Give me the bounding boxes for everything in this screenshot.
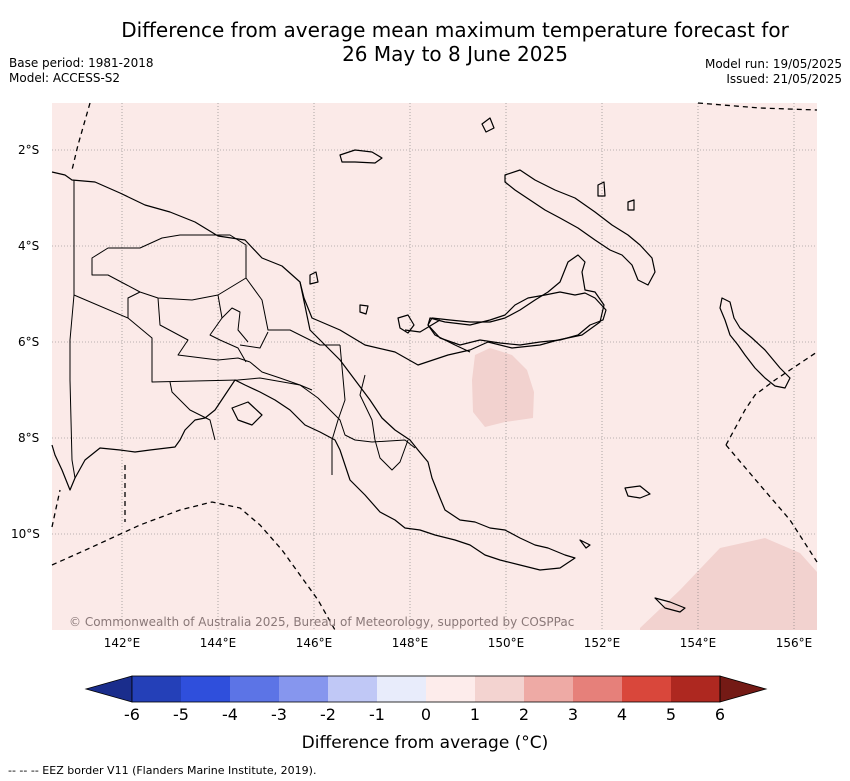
coastline-bougainville	[719, 297, 791, 389]
colorbar-segment	[181, 676, 230, 702]
base-period: Base period: 1981-2018	[9, 56, 154, 70]
colorbar-tick-label: 4	[616, 705, 628, 724]
lat-label: 8°S	[18, 431, 40, 445]
colorbar-segment	[573, 676, 622, 702]
lat-label: 4°S	[18, 239, 40, 253]
model-run: Model run: 19/05/2025	[704, 57, 842, 71]
coastline-new-guinea	[51, 171, 605, 366]
colorbar-segment	[671, 676, 720, 702]
title-line-2: 26 May to 8 June 2025	[342, 42, 568, 66]
boundaries	[69, 180, 416, 479]
lon-label: 150°E	[487, 636, 525, 650]
colorbar-tick-label: -5	[173, 705, 189, 724]
lon-label: 146°E	[295, 636, 333, 650]
lon-label: 156°E	[775, 636, 813, 650]
lon-label: 154°E	[679, 636, 717, 650]
coastline-new-ireland	[504, 169, 656, 286]
colorbar-segment	[279, 676, 328, 702]
colorbar-tick-label: -4	[222, 705, 238, 724]
colorbar-segment	[524, 676, 573, 702]
lat-label: 10°S	[11, 527, 40, 541]
warm-patch-bismarck	[472, 348, 534, 427]
colorbar-tick-label: -6	[124, 705, 140, 724]
model-name: Model: ACCESS-S2	[9, 71, 121, 85]
warm-patch-coral-sea	[640, 538, 817, 630]
colorbar-tick-label: 3	[567, 705, 579, 724]
title-line-1: Difference from average mean maximum tem…	[121, 18, 789, 42]
coastline-new-britain	[427, 291, 607, 346]
colorbar-extend-low	[84, 675, 133, 703]
colorbar-tick-label: -2	[320, 705, 336, 724]
coastline-manus	[339, 149, 383, 164]
eez-borders	[51, 102, 818, 631]
colorbar-segment	[328, 676, 377, 702]
colorbar-segment	[377, 676, 426, 702]
lat-label: 2°S	[18, 143, 40, 157]
issued-date: Issued: 21/05/2025	[726, 72, 842, 86]
lon-label: 144°E	[199, 636, 237, 650]
map-title: Difference from average mean maximum tem…	[60, 18, 850, 66]
colorbar-tick-label: 6	[714, 705, 726, 724]
colorbar-tick-label: 0	[420, 705, 432, 724]
coastline-islands	[231, 117, 686, 613]
lat-label: 6°S	[18, 335, 40, 349]
colorbar-tick-label: -1	[369, 705, 385, 724]
coastline-south-png	[51, 281, 576, 571]
map-background	[52, 103, 817, 630]
colorbar-border	[131, 675, 721, 703]
meta-left: Base period: 1981-2018 Model: ACCESS-S2	[9, 56, 154, 86]
colorbar-segment	[622, 676, 671, 702]
graticule	[52, 103, 817, 630]
lon-label: 148°E	[391, 636, 429, 650]
colorbar-tick-label: 2	[518, 705, 530, 724]
colorbar-extend-high	[719, 675, 768, 703]
colorbar	[84, 675, 768, 703]
coastlines	[51, 117, 791, 613]
colorbar-tick-label: -3	[271, 705, 287, 724]
colorbar-title: Difference from average (°C)	[301, 733, 549, 753]
meta-right: Model run: 19/05/2025 Issued: 21/05/2025	[705, 57, 842, 87]
colorbar-tick-label: 5	[665, 705, 677, 724]
lon-label: 152°E	[583, 636, 621, 650]
colorbar-segment	[230, 676, 279, 702]
lon-label: 142°E	[103, 636, 141, 650]
colorbar-tick-label: 1	[469, 705, 481, 724]
colorbar-segment	[475, 676, 524, 702]
colorbar-segment	[132, 676, 181, 702]
eez-note: -- -- -- EEZ border V11 (Flanders Marine…	[8, 764, 317, 777]
copyright-text: © Commonwealth of Australia 2025, Bureau…	[69, 615, 575, 629]
colorbar-segment	[426, 676, 475, 702]
